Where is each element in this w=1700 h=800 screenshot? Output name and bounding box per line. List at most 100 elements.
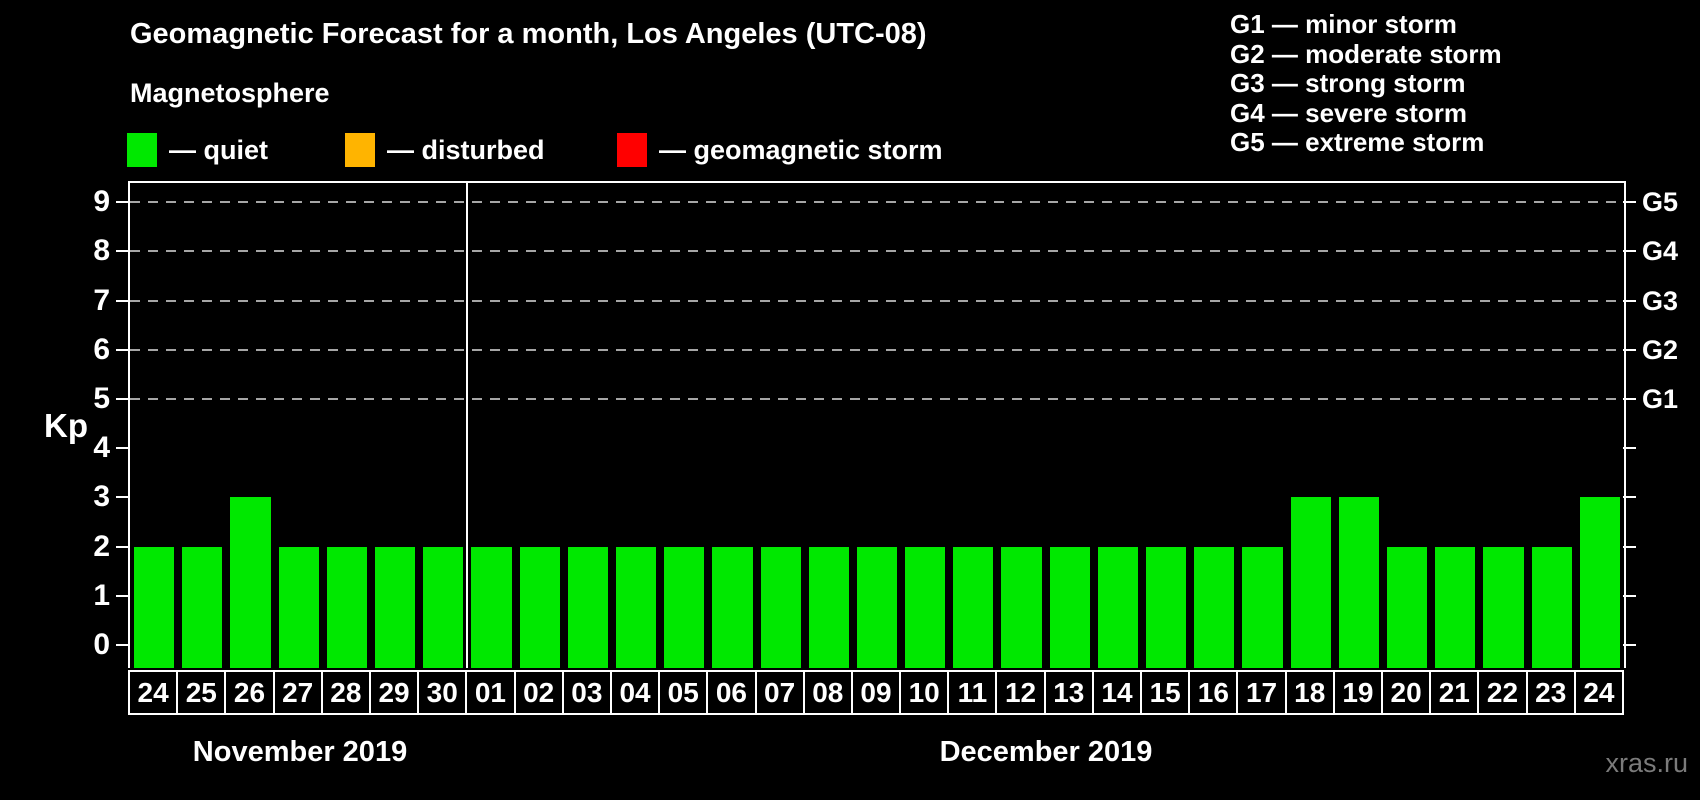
day-axis-row: 24 25 26 27 28 29 30 01 02 03 04 05 06 07 08 09 10 11 12 13… [128,670,1630,716]
kp-bar-day-28 [326,546,367,668]
chart-title: Geomagnetic Forecast for a month, Los An… [130,18,927,50]
month-label-december: December 2019 [939,736,1153,768]
quiet-color-swatch [127,133,157,167]
kp-tick-label-1: 1 [93,578,110,612]
left-axis-tick-4 [116,447,129,450]
kp-bar-day-21 [1435,546,1476,668]
day-cell-26: 26 [224,670,275,715]
day-cell-10: 10 [899,670,950,715]
day-cell-01: 01 [465,670,516,715]
day-cell-17: 17 [1236,670,1287,715]
kp-bar-day-11 [953,546,994,668]
kp-tick-label-6: 6 [93,332,110,366]
kp-bar-day-07 [760,546,801,668]
left-axis-tick-2 [116,545,129,548]
g-scale-legend-line: G5 — extreme storm [1230,127,1485,158]
day-cell-24: 24 [128,670,179,715]
day-cell-14: 14 [1091,670,1143,715]
kp-tick-label-7: 7 [93,283,110,317]
g-scale-legend-line: G3 — strong storm [1230,68,1466,99]
day-cell-25: 25 [176,670,227,715]
left-axis-tick-8 [116,250,129,253]
y-axis-label: Kp [44,407,88,444]
kp-bar-day-19 [1338,497,1380,668]
right-axis-tick-3 [1623,496,1636,499]
kp-bar-day-02 [519,546,560,668]
kp-bar-day-24 [1579,497,1620,668]
left-axis-tick-0 [116,644,129,646]
kp-bar-day-14 [1097,546,1139,668]
day-cell-28: 28 [320,670,371,715]
day-cell-29: 29 [368,670,420,715]
legend-item-quiet: — quiet [127,133,268,167]
kp-bar-day-25 [182,546,223,668]
g-scale-tick-label-G3: G3 [1642,285,1679,316]
g-scale-legend-line: G1 — minor storm [1230,9,1457,39]
kp-tick-label-0: 0 [93,628,110,661]
right-axis-tick-1 [1623,594,1636,597]
kp-bar-day-23 [1531,546,1572,668]
kp-bar-day-13 [1049,546,1090,668]
day-cell-30: 30 [417,670,468,715]
kp-bar-day-01 [471,546,512,668]
right-axis-tick-4 [1623,447,1636,450]
kp-tick-label-8: 8 [93,234,110,268]
left-axis-tick-6 [116,348,129,351]
g-scale-tick-label-G4: G4 [1642,236,1679,267]
day-cell-11: 11 [947,670,998,715]
kp-tick-label-3: 3 [93,480,110,514]
legend-label-disturbed: — disturbed [387,134,545,165]
kp-tick-label-9: 9 [93,185,110,219]
day-cell-09: 09 [850,670,902,715]
left-axis-tick-9 [116,201,129,204]
right-axis-tick-8 [1623,250,1636,253]
legend-item-disturbed: — disturbed [345,133,545,167]
kp-bar-day-03 [567,546,608,668]
day-cell-21: 21 [1429,670,1480,715]
day-cell-13: 13 [1043,670,1094,715]
day-cell-06: 06 [706,670,757,715]
kp-bar-day-09 [856,546,898,668]
g-scale-legend-line: G4 — severe storm [1230,97,1468,128]
day-cell-02: 02 [513,670,564,715]
day-cell-18: 18 [1284,670,1335,715]
kp-bar-day-16 [1194,546,1235,668]
day-cell-27: 27 [272,670,323,715]
g-scale-tick-label-G5: G5 [1642,187,1679,218]
plot-area [128,181,1626,668]
left-axis-tick-1 [116,594,129,597]
day-cell-07: 07 [754,670,805,715]
day-cell-05: 05 [658,670,709,715]
gridline-kp6 [130,348,1624,351]
legend-label-quiet: — quiet [169,134,268,165]
kp-bar-day-20 [1387,546,1428,668]
kp-bar-day-29 [374,546,416,668]
kp-tick-label-4: 4 [93,431,110,465]
kp-bar-day-30 [423,546,464,668]
month-separator-line [466,183,469,668]
day-cell-20: 20 [1381,670,1432,715]
kp-bar-day-06 [712,546,753,668]
g-scale-tick-label-G2: G2 [1642,334,1679,365]
right-axis-tick-5 [1623,398,1636,400]
gridline-kp5 [130,398,1624,400]
day-cell-19: 19 [1332,670,1384,715]
left-axis-tick-7 [116,299,129,302]
kp-bar-day-10 [905,546,946,668]
day-cell-08: 08 [802,670,853,715]
g-scale-legend-line: G2 — moderate storm [1230,38,1502,69]
kp-bar-day-27 [278,546,319,668]
kp-bar-day-15 [1146,546,1187,668]
watermark: xras.ru [1605,748,1688,778]
day-cell-22: 22 [1477,670,1528,715]
kp-bar-day-24 [134,546,175,668]
kp-tick-label-5: 5 [93,382,110,415]
gridline-kp9 [130,201,1624,204]
kp-bar-day-04 [615,546,657,668]
gridline-kp7 [130,299,1624,302]
gridline-kp8 [130,250,1624,253]
chart-subtitle: Magnetosphere [130,78,330,108]
kp-bar-day-22 [1483,546,1524,668]
right-axis-tick-0 [1623,644,1636,646]
